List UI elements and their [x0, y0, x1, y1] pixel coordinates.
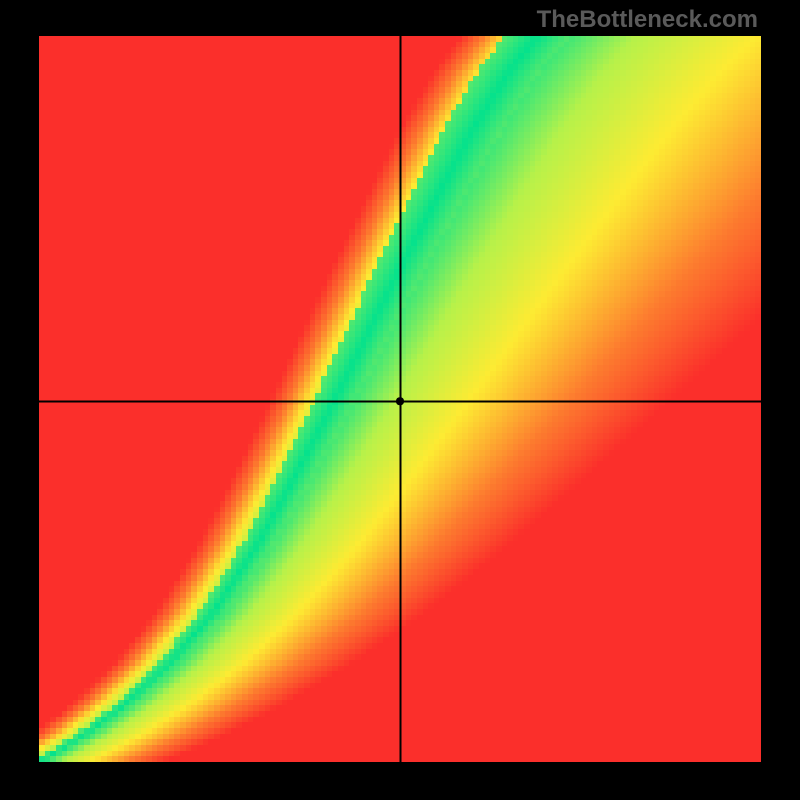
watermark-text: TheBottleneck.com — [537, 6, 758, 34]
chart-container: TheBottleneck.com — [0, 0, 800, 800]
heatmap-canvas — [0, 0, 800, 800]
